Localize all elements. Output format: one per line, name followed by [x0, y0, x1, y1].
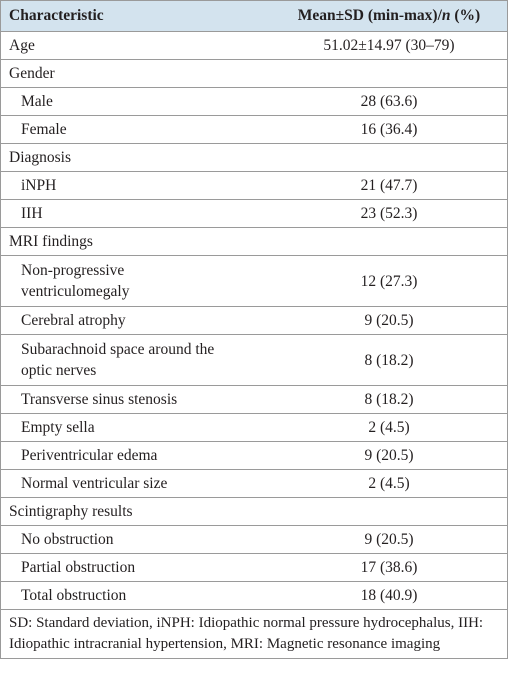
row: Male 28 (63.6): [1, 87, 507, 116]
label-cell: Female: [1, 115, 271, 144]
table-box: Characteristic Mean±SD (min-max)/n (%) A…: [0, 0, 508, 659]
header-cell: Mean±SD (min-max)/n (%): [271, 1, 507, 32]
label-cell: Non-progressive ventriculomegaly: [1, 255, 271, 307]
value-cell: 8 (18.2): [271, 385, 507, 414]
table: Characteristic Mean±SD (min-max)/n (%) A…: [1, 1, 507, 610]
label-cell: Scintigraphy results: [1, 497, 271, 526]
row: Scintigraphy results: [1, 497, 507, 526]
header-text: Mean±SD (min-max)/: [297, 7, 442, 24]
label-cell: IIH: [1, 199, 271, 228]
row: Gender: [1, 59, 507, 88]
empty-cell: [271, 143, 507, 172]
row: iNPH 21 (47.7): [1, 171, 507, 200]
row: Cerebral atrophy 9 (20.5): [1, 306, 507, 335]
label-cell: Normal ventricular size: [1, 469, 271, 498]
value-cell: 16 (36.4): [271, 115, 507, 144]
label-cell: Age: [1, 31, 271, 60]
row: Subarachnoid space around the optic nerv…: [1, 334, 507, 386]
empty-cell: [271, 227, 507, 256]
value-cell: 9 (20.5): [271, 306, 507, 335]
label-cell: No obstruction: [1, 525, 271, 554]
label-cell: MRI findings: [1, 227, 271, 256]
row: Female 16 (36.4): [1, 115, 507, 144]
value-cell: 18 (40.9): [271, 581, 507, 610]
label-cell: Subarachnoid space around the optic nerv…: [1, 334, 271, 386]
value-cell: 28 (63.6): [271, 87, 507, 116]
header-text: n: [441, 7, 451, 24]
label-cell: Partial obstruction: [1, 553, 271, 582]
value-cell: 17 (38.6): [271, 553, 507, 582]
value-cell: 8 (18.2): [271, 334, 507, 386]
row: MRI findings: [1, 227, 507, 256]
row: Transverse sinus stenosis 8 (18.2): [1, 385, 507, 414]
value-cell: 2 (4.5): [271, 413, 507, 442]
row: Diagnosis: [1, 143, 507, 172]
row: Non-progressive ventriculomegaly 12 (27.3…: [1, 255, 507, 307]
empty-cell: [271, 59, 507, 88]
row: IIH 23 (52.3): [1, 199, 507, 228]
value-cell: 9 (20.5): [271, 441, 507, 470]
value-cell: 12 (27.3): [271, 255, 507, 307]
label-cell: Male: [1, 87, 271, 116]
value-cell: 23 (52.3): [271, 199, 507, 228]
header-cell: Characteristic: [1, 1, 271, 32]
table-body: Age 51.02±14.97 (30–79) Gender Male 28 (63.6…: [1, 31, 507, 610]
row: Periventricular edema 9 (20.5): [1, 441, 507, 470]
row: Empty sella 2 (4.5): [1, 413, 507, 442]
label-cell: Gender: [1, 59, 271, 88]
row: No obstruction 9 (20.5): [1, 525, 507, 554]
value-cell: 2 (4.5): [271, 469, 507, 498]
label-cell: iNPH: [1, 171, 271, 200]
value-cell: 51.02±14.97 (30–79): [271, 31, 507, 60]
label-cell: Cerebral atrophy: [1, 306, 271, 335]
header-row: Characteristic Mean±SD (min-max)/n (%): [1, 1, 507, 32]
label-cell: Total obstruction: [1, 581, 271, 610]
row: Age 51.02±14.97 (30–79): [1, 31, 507, 60]
label-cell: Periventricular edema: [1, 441, 271, 470]
label-cell: Diagnosis: [1, 143, 271, 172]
row: Normal ventricular size 2 (4.5): [1, 469, 507, 498]
value-cell: 21 (47.7): [271, 171, 507, 200]
footnote: SD: Standard deviation, iNPH: Idiopathic…: [9, 615, 484, 652]
header-text: (%): [450, 7, 481, 24]
value-cell: 9 (20.5): [271, 525, 507, 554]
label-cell: Empty sella: [1, 413, 271, 442]
label-cell: Transverse sinus stenosis: [1, 385, 271, 414]
row: Total obstruction 18 (40.9): [1, 581, 507, 610]
empty-cell: [271, 497, 507, 526]
row: Partial obstruction 17 (38.6): [1, 553, 507, 582]
